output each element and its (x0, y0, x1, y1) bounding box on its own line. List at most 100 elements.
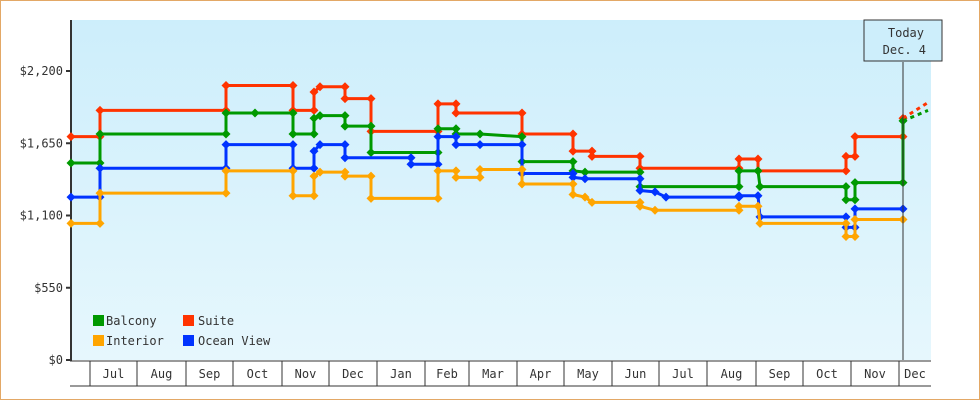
data-point-marker[interactable] (850, 195, 860, 205)
data-point-marker[interactable] (66, 158, 76, 168)
data-point-marker[interactable] (366, 147, 376, 157)
data-point-marker[interactable] (288, 191, 298, 201)
data-point-marker[interactable] (850, 232, 860, 242)
data-point-marker[interactable] (366, 193, 376, 203)
data-point-marker[interactable] (841, 195, 851, 205)
data-point-marker[interactable] (309, 191, 319, 201)
data-point-marker[interactable] (753, 154, 763, 164)
data-point-marker[interactable] (850, 204, 860, 214)
data-point-marker[interactable] (841, 166, 851, 176)
data-point-marker[interactable] (315, 140, 325, 150)
data-point-marker[interactable] (366, 121, 376, 131)
data-point-marker[interactable] (221, 80, 231, 90)
data-point-marker[interactable] (841, 151, 851, 161)
data-point-marker[interactable] (451, 108, 461, 118)
data-point-marker[interactable] (340, 153, 350, 163)
data-point-marker[interactable] (451, 172, 461, 182)
data-point-marker[interactable] (841, 212, 851, 222)
data-point-marker[interactable] (568, 179, 578, 189)
data-point-marker[interactable] (433, 159, 443, 169)
data-point-marker[interactable] (755, 218, 765, 228)
data-point-marker[interactable] (580, 167, 590, 177)
data-point-marker[interactable] (517, 108, 527, 118)
data-point-marker[interactable] (451, 140, 461, 150)
data-point-marker[interactable] (635, 167, 645, 177)
data-point-marker[interactable] (221, 188, 231, 198)
data-point-marker[interactable] (221, 140, 231, 150)
data-point-marker[interactable] (568, 189, 578, 199)
data-point-marker[interactable] (650, 187, 660, 197)
data-point-marker[interactable] (340, 94, 350, 104)
data-point-marker[interactable] (517, 179, 527, 189)
data-point-marker[interactable] (309, 163, 319, 173)
data-point-marker[interactable] (309, 171, 319, 181)
data-point-marker[interactable] (587, 146, 597, 156)
data-point-marker[interactable] (635, 151, 645, 161)
data-point-marker[interactable] (340, 171, 350, 181)
data-point-marker[interactable] (406, 159, 416, 169)
data-point-marker[interactable] (475, 140, 485, 150)
data-point-marker[interactable] (315, 111, 325, 121)
data-point-marker[interactable] (841, 182, 851, 192)
data-point-marker[interactable] (433, 193, 443, 203)
data-point-marker[interactable] (475, 129, 485, 139)
data-point-marker[interactable] (250, 108, 260, 118)
data-point-marker[interactable] (288, 108, 298, 118)
data-point-marker[interactable] (288, 129, 298, 139)
data-point-marker[interactable] (433, 166, 443, 176)
data-point-marker[interactable] (288, 166, 298, 176)
data-point-marker[interactable] (850, 151, 860, 161)
data-point-marker[interactable] (433, 132, 443, 142)
data-point-marker[interactable] (451, 124, 461, 134)
data-point-marker[interactable] (850, 132, 860, 142)
data-point-marker[interactable] (753, 201, 763, 211)
data-point-marker[interactable] (475, 165, 485, 175)
data-point-marker[interactable] (734, 154, 744, 164)
data-point-marker[interactable] (340, 82, 350, 92)
data-point-marker[interactable] (221, 129, 231, 139)
data-point-marker[interactable] (580, 192, 590, 202)
data-point-marker[interactable] (95, 158, 105, 168)
data-point-marker[interactable] (734, 201, 744, 211)
data-point-marker[interactable] (406, 153, 416, 163)
data-point-marker[interactable] (850, 214, 860, 224)
data-point-marker[interactable] (66, 192, 76, 202)
data-point-marker[interactable] (95, 188, 105, 198)
data-point-marker[interactable] (315, 82, 325, 92)
data-point-marker[interactable] (635, 186, 645, 196)
data-point-marker[interactable] (734, 166, 744, 176)
data-point-marker[interactable] (517, 165, 527, 175)
data-point-marker[interactable] (451, 166, 461, 176)
data-point-marker[interactable] (451, 99, 461, 109)
data-point-marker[interactable] (753, 166, 763, 176)
data-point-marker[interactable] (635, 201, 645, 211)
data-point-marker[interactable] (580, 174, 590, 184)
data-point-marker[interactable] (366, 171, 376, 181)
data-point-marker[interactable] (433, 99, 443, 109)
data-point-marker[interactable] (309, 105, 319, 115)
data-point-marker[interactable] (734, 191, 744, 201)
data-point-marker[interactable] (288, 80, 298, 90)
data-point-marker[interactable] (841, 232, 851, 242)
data-point-marker[interactable] (753, 191, 763, 201)
data-point-marker[interactable] (95, 105, 105, 115)
data-point-marker[interactable] (315, 167, 325, 177)
data-point-marker[interactable] (568, 146, 578, 156)
data-point-marker[interactable] (635, 174, 645, 184)
data-point-marker[interactable] (650, 205, 660, 215)
data-point-marker[interactable] (755, 182, 765, 192)
data-point-marker[interactable] (221, 108, 231, 118)
data-point-marker[interactable] (66, 218, 76, 228)
data-point-marker[interactable] (288, 140, 298, 150)
data-point-marker[interactable] (568, 157, 578, 167)
data-point-marker[interactable] (340, 121, 350, 131)
data-point-marker[interactable] (587, 151, 597, 161)
data-point-marker[interactable] (66, 132, 76, 142)
data-point-marker[interactable] (366, 94, 376, 104)
data-point-marker[interactable] (95, 163, 105, 173)
data-point-marker[interactable] (309, 129, 319, 139)
data-point-marker[interactable] (95, 129, 105, 139)
data-point-marker[interactable] (221, 166, 231, 176)
data-point-marker[interactable] (309, 87, 319, 97)
data-point-marker[interactable] (568, 172, 578, 182)
